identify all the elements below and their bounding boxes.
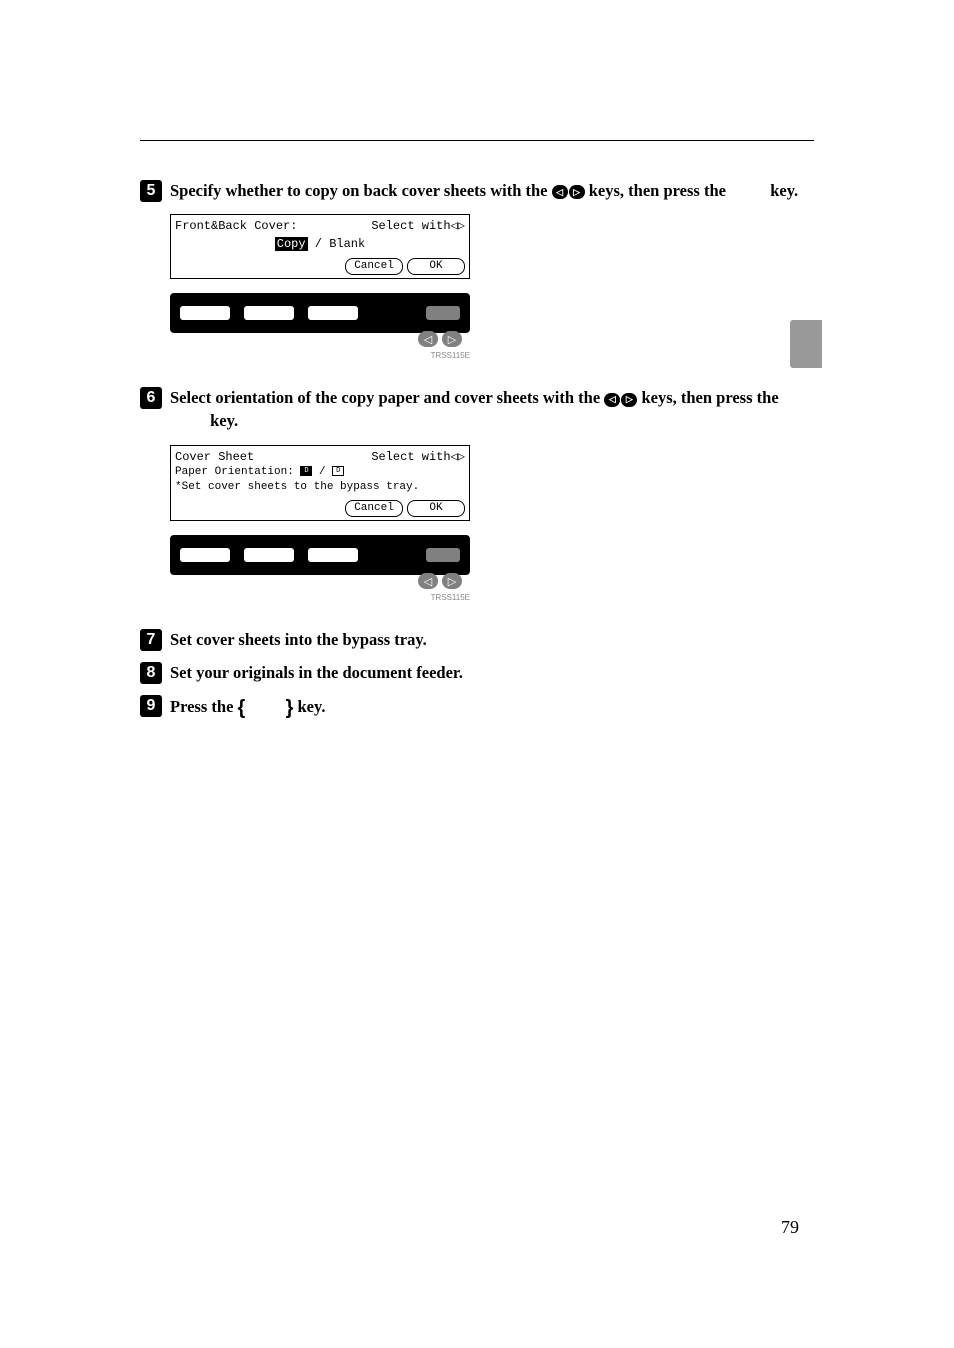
page-container: 5 Specify whether to copy on back cover … — [0, 0, 954, 1348]
lcd2-hint: *Set cover sheets to the bypass tray. — [175, 480, 465, 495]
keypad-arrows-2: ◁ ▷ — [418, 573, 462, 589]
step-number-9: 9 — [140, 695, 162, 717]
keypad-arrows-1: ◁ ▷ — [418, 331, 462, 347]
lcd2-orient-sep: / — [319, 466, 326, 478]
lcd1-image-label: TRSS115E — [170, 351, 470, 360]
lcd1-ok-button: OK — [407, 258, 465, 275]
lcd2-cancel-button: Cancel — [345, 500, 403, 517]
step-number-8: 8 — [140, 662, 162, 684]
lcd2-header-row: Cover Sheet Select with◁▷ — [175, 449, 465, 465]
step-9-text-after: key. — [297, 697, 325, 716]
lcd2-arrow-icons: ◁▷ — [451, 450, 465, 464]
lcd1-title: Front&Back Cover: — [175, 218, 297, 234]
step-5: 5 Specify whether to copy on back cover … — [140, 179, 814, 202]
step-7-text: Set cover sheets into the bypass tray. — [170, 628, 814, 651]
keypad-strip-2: ◁ ▷ — [170, 535, 470, 575]
step-number-7: 7 — [140, 629, 162, 651]
step-number-6: 6 — [140, 387, 162, 409]
lcd1-cancel-button: Cancel — [345, 258, 403, 275]
lcd2-title: Cover Sheet — [175, 449, 254, 465]
lcd1-sep: / — [315, 237, 322, 251]
lcd1-select-with: Select with◁▷ — [371, 218, 465, 234]
lcd2-orient-label: Paper Orientation: — [175, 466, 294, 478]
keypad-key — [426, 548, 460, 562]
landscape-icon: D — [332, 466, 344, 476]
header-rule — [140, 140, 814, 141]
lcd2-image-label: TRSS115E — [170, 593, 470, 602]
keypad-key — [426, 306, 460, 320]
step-9-text: Press the { } key. — [170, 694, 814, 722]
arrow-right-icon: ▷ — [569, 185, 585, 199]
step-6: 6 Select orientation of the copy paper a… — [140, 386, 814, 432]
lcd2-select-with: Select with◁▷ — [371, 449, 465, 465]
lcd-block-2: Cover Sheet Select with◁▷ Paper Orientat… — [170, 445, 470, 603]
step-5-text-end: key. — [770, 181, 798, 200]
lcd2-buttons: Cancel OK — [175, 500, 465, 517]
arrow-right-icon: ▷ — [621, 393, 637, 407]
lcd-block-1: Front&Back Cover: Select with◁▷ Copy / B… — [170, 214, 470, 360]
step-5-text-before: Specify whether to copy on back cover sh… — [170, 181, 552, 200]
keypad-arrow-right-icon: ▷ — [442, 331, 462, 347]
page-number: 79 — [781, 1217, 799, 1238]
step-7: 7 Set cover sheets into the bypass tray. — [140, 628, 814, 651]
keypad-key — [308, 306, 358, 320]
step-5-text: Specify whether to copy on back cover sh… — [170, 179, 814, 202]
lcd1-copy-option: Copy — [275, 237, 308, 251]
lcd2-select-text: Select with — [371, 450, 450, 464]
lcd1-options-row: Copy / Blank — [175, 236, 465, 252]
keypad-key — [244, 306, 294, 320]
step-8-text: Set your originals in the document feede… — [170, 661, 814, 684]
keypad-arrow-left-icon: ◁ — [418, 331, 438, 347]
portrait-icon: D — [300, 466, 312, 476]
lcd1-arrow-icons: ◁▷ — [451, 219, 465, 233]
arrow-keys-icon: ◁▷ — [552, 185, 585, 199]
step-9-text-before: Press the — [170, 697, 238, 716]
keypad-key — [180, 306, 230, 320]
lcd-screen-2: Cover Sheet Select with◁▷ Paper Orientat… — [170, 445, 470, 522]
lcd1-buttons: Cancel OK — [175, 258, 465, 275]
chapter-tab — [790, 320, 822, 368]
arrow-left-icon: ◁ — [604, 393, 620, 407]
lcd-screen-1: Front&Back Cover: Select with◁▷ Copy / B… — [170, 214, 470, 279]
step-8: 8 Set your originals in the document fee… — [140, 661, 814, 684]
step-6-text-after: keys, then press the — [641, 388, 778, 407]
step-5-text-after: keys, then press the — [589, 181, 730, 200]
keypad-arrow-right-icon: ▷ — [442, 573, 462, 589]
keypad-key — [308, 548, 358, 562]
step-6-text-end: key. — [210, 411, 238, 430]
step-9: 9 Press the { } key. — [140, 694, 814, 722]
lcd2-orient-row: Paper Orientation: D / D — [175, 465, 465, 480]
arrow-left-icon: ◁ — [552, 185, 568, 199]
bracket-close-icon: } — [286, 697, 294, 719]
lcd2-ok-button: OK — [407, 500, 465, 517]
step-6-text-before: Select orientation of the copy paper and… — [170, 388, 604, 407]
lcd1-header-row: Front&Back Cover: Select with◁▷ — [175, 218, 465, 234]
lcd1-blank-option: Blank — [329, 237, 365, 251]
arrow-keys-icon: ◁▷ — [604, 393, 637, 407]
step-6-text: Select orientation of the copy paper and… — [170, 386, 814, 432]
keypad-arrow-left-icon: ◁ — [418, 573, 438, 589]
lcd1-select-text: Select with — [371, 219, 450, 233]
keypad-key — [244, 548, 294, 562]
bracket-open-icon: { — [238, 697, 246, 719]
keypad-key — [180, 548, 230, 562]
keypad-strip-1: ◁ ▷ — [170, 293, 470, 333]
step-number-5: 5 — [140, 180, 162, 202]
